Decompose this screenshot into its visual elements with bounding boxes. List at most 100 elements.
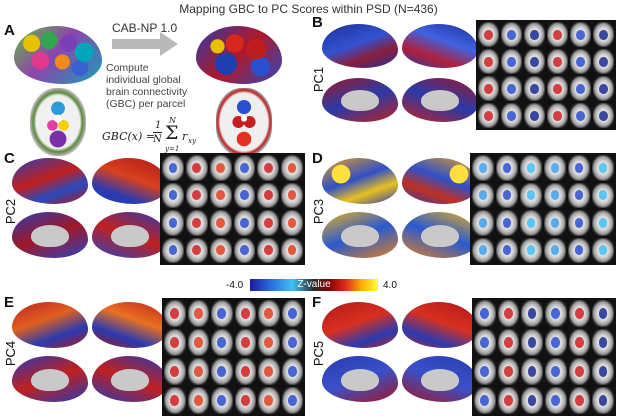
axial-slice bbox=[570, 49, 591, 74]
axial-slice bbox=[164, 300, 186, 327]
axial-slice bbox=[185, 210, 208, 236]
axial-slice bbox=[592, 155, 614, 181]
axial-slice bbox=[568, 300, 591, 327]
axial-slice bbox=[281, 210, 303, 236]
axial-slice bbox=[520, 210, 542, 236]
axial-slice bbox=[568, 182, 590, 208]
axial-slice bbox=[162, 182, 184, 208]
pc5-lateral-left-brain bbox=[322, 302, 398, 348]
pc-label-pc5: PC5 bbox=[311, 340, 327, 367]
colorbar-min-label: -4.0 bbox=[226, 280, 244, 291]
formula-term-sub: xy bbox=[188, 137, 196, 145]
axial-slice bbox=[568, 155, 590, 181]
pc3-medial-right-brain bbox=[402, 212, 478, 258]
axial-slice bbox=[185, 237, 208, 263]
pc1-medial-right-brain bbox=[402, 78, 478, 122]
atlas-label: CAB-NP 1.0 bbox=[112, 21, 178, 35]
axial-slice bbox=[592, 300, 614, 327]
axial-slice bbox=[187, 387, 209, 414]
axial-slice bbox=[547, 22, 568, 47]
axial-slice bbox=[501, 76, 522, 101]
axial-slice bbox=[544, 210, 566, 236]
gbc-cortex-image bbox=[196, 26, 282, 84]
axial-slice bbox=[501, 103, 522, 128]
axial-slice bbox=[474, 358, 496, 385]
axial-slice bbox=[164, 358, 186, 385]
axial-slice bbox=[209, 155, 232, 181]
axial-slice bbox=[593, 76, 614, 101]
axial-slice bbox=[281, 182, 303, 208]
formula-frac-den: N bbox=[153, 134, 162, 145]
axial-slice bbox=[257, 155, 280, 181]
pc1-lateral-right-brain bbox=[402, 24, 478, 68]
axial-slice bbox=[162, 210, 184, 236]
gbc-axial-slice-image bbox=[216, 88, 272, 156]
pc1-lateral-left-brain bbox=[322, 24, 398, 68]
pc2-lateral-left-brain bbox=[12, 158, 88, 204]
axial-slice bbox=[164, 387, 186, 414]
axial-slice bbox=[472, 237, 494, 263]
gbc-formula: GBC(x) = 1 N N Σ y=1 r xy bbox=[102, 116, 212, 158]
axial-slice bbox=[258, 329, 280, 356]
axial-slice bbox=[592, 387, 614, 414]
pc-label-pc3: PC3 bbox=[311, 198, 327, 225]
axial-slice bbox=[496, 210, 518, 236]
axial-slice bbox=[187, 329, 209, 356]
axial-slice bbox=[211, 300, 233, 327]
axial-slice bbox=[544, 237, 566, 263]
gbc-description: Compute individual global brain connecti… bbox=[106, 62, 206, 110]
axial-slice bbox=[478, 49, 499, 74]
axial-slice bbox=[592, 237, 614, 263]
pc5-medial-right-brain bbox=[402, 356, 478, 402]
axial-slice bbox=[568, 210, 590, 236]
axial-slice bbox=[234, 300, 256, 327]
axial-slice bbox=[474, 300, 496, 327]
axial-slice bbox=[211, 358, 233, 385]
axial-slice bbox=[547, 103, 568, 128]
axial-slice bbox=[568, 387, 591, 414]
pc-label-pc1: PC1 bbox=[311, 66, 327, 93]
pc4-lateral-left-brain bbox=[12, 302, 88, 348]
axial-slice bbox=[185, 182, 208, 208]
formula-sum-top: N bbox=[169, 116, 176, 125]
pc2-medial-left-brain bbox=[12, 212, 88, 258]
axial-slice bbox=[234, 329, 256, 356]
axial-slice bbox=[593, 22, 614, 47]
axial-slice bbox=[162, 237, 184, 263]
axial-slice bbox=[474, 387, 496, 414]
description-line-1: Compute bbox=[106, 62, 149, 74]
axial-slice bbox=[257, 182, 280, 208]
axial-slice bbox=[281, 387, 303, 414]
axial-slice bbox=[281, 237, 303, 263]
panel-label-e: E bbox=[4, 294, 15, 311]
axial-slice bbox=[544, 387, 567, 414]
axial-slice bbox=[185, 155, 208, 181]
axial-slice bbox=[592, 210, 614, 236]
axial-slice bbox=[281, 329, 303, 356]
pc2-axial-slices-grid bbox=[160, 153, 305, 265]
axial-slice bbox=[187, 300, 209, 327]
axial-slice bbox=[233, 237, 256, 263]
pc1-axial-slices-grid bbox=[476, 20, 616, 130]
axial-slice bbox=[544, 300, 567, 327]
pc5-axial-slices-grid bbox=[472, 298, 616, 416]
axial-slice bbox=[209, 210, 232, 236]
axial-slice bbox=[257, 237, 280, 263]
axial-slice bbox=[496, 182, 518, 208]
axial-slice bbox=[521, 300, 543, 327]
sigma-symbol: Σ bbox=[165, 122, 179, 144]
axial-slice bbox=[547, 49, 568, 74]
axial-slice bbox=[520, 182, 542, 208]
formula-frac-num: 1 bbox=[155, 120, 162, 131]
axial-slice bbox=[497, 329, 520, 356]
pc5-lateral-right-brain bbox=[402, 302, 478, 348]
axial-slice bbox=[520, 237, 542, 263]
axial-slice bbox=[258, 300, 280, 327]
axial-slice bbox=[593, 49, 614, 74]
pc3-medial-left-brain bbox=[322, 212, 398, 258]
axial-slice bbox=[524, 103, 545, 128]
pc4-medial-right-brain bbox=[92, 356, 168, 402]
axial-slice bbox=[478, 22, 499, 47]
pc3-lateral-left-brain bbox=[322, 158, 398, 204]
axial-slice bbox=[570, 22, 591, 47]
